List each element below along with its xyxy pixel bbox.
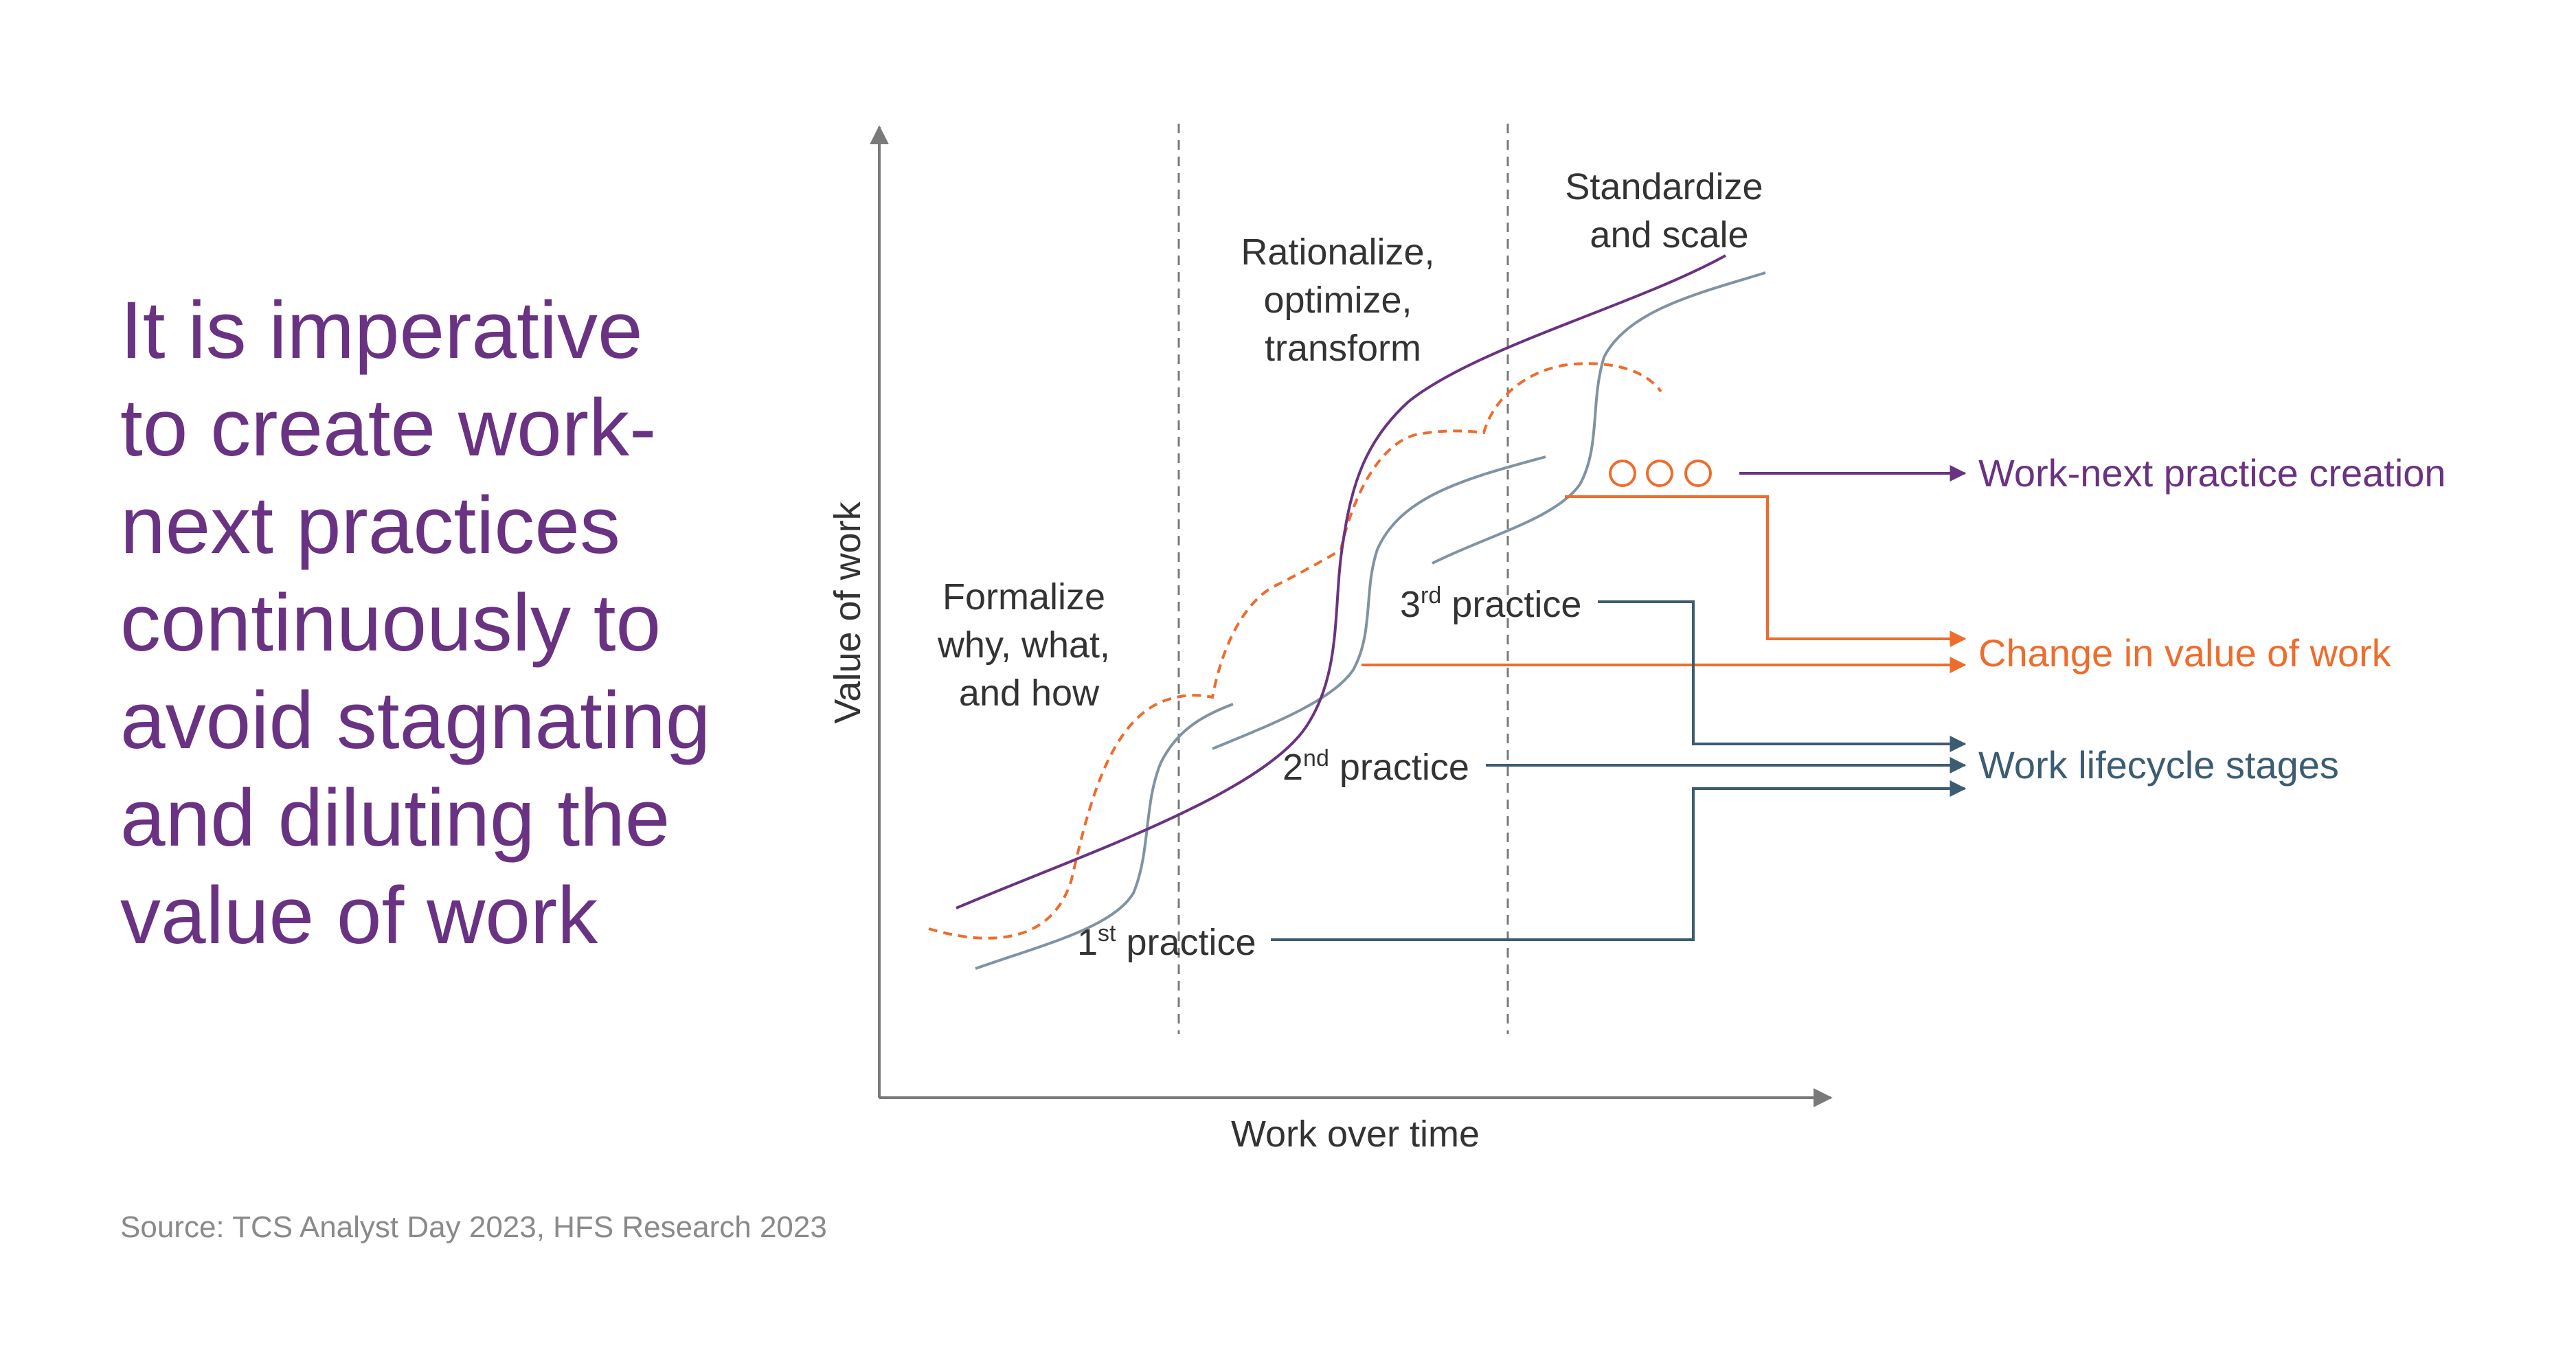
third-practice-curve (1432, 271, 1766, 565)
next-practice-circle (1609, 460, 1636, 487)
headline-line: next practices (120, 480, 620, 571)
work-next-curve (956, 254, 1726, 909)
legend-change-value: Change in value of work (1978, 631, 2392, 675)
y-axis-label: Value of work (827, 501, 868, 723)
x-axis-label: Work over time (1231, 1114, 1480, 1155)
second-practice-curve (1212, 455, 1546, 750)
headline-line: and diluting the (120, 773, 670, 863)
lifecycle-connector (1271, 780, 1967, 941)
lifecycle-connector (1598, 600, 1967, 752)
next-practice-circle (1684, 460, 1712, 487)
value-change-connector (1565, 495, 1967, 647)
headline-line: value of work (120, 870, 598, 961)
legend-lifecycle: Work lifecycle stages (1978, 743, 2339, 787)
headline-line: continuously to (120, 578, 662, 668)
stage-label-standardize: Standardize and scale (1565, 166, 1773, 256)
legend-work-next: Work-next practice creation (1978, 451, 2446, 495)
headline-line: It is imperative (120, 285, 643, 376)
headline-line: to create work- (120, 383, 657, 473)
next-practice-circle (1646, 460, 1673, 487)
first-practice-label: 1st practice (1077, 920, 1256, 963)
stage-label-formalize: Formalize why, what, and how (937, 576, 1120, 714)
headline: It is imperative to create work- next pr… (120, 282, 773, 964)
value-change-curve (928, 362, 1662, 940)
headline-line: avoid stagnating (120, 675, 711, 766)
third-practice-label: 3rd practice (1400, 583, 1581, 625)
stage-label-rationalize: Rationalize, optimize, transform (1241, 231, 1445, 369)
first-practice-curve (975, 703, 1234, 970)
second-practice-label: 2nd practice (1283, 745, 1469, 788)
source-note: Source: TCS Analyst Day 2023, HFS Resear… (120, 1210, 827, 1244)
